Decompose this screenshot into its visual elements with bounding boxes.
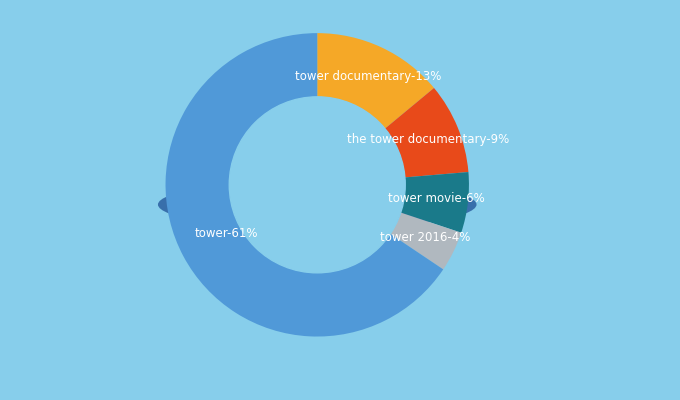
Circle shape <box>229 97 405 273</box>
Text: tower 2016-4%: tower 2016-4% <box>379 231 470 244</box>
Wedge shape <box>318 33 434 129</box>
Text: tower movie-6%: tower movie-6% <box>388 192 485 206</box>
Text: tower documentary-13%: tower documentary-13% <box>295 70 441 83</box>
Text: the tower documentary-9%: the tower documentary-9% <box>347 133 509 146</box>
Wedge shape <box>385 88 469 178</box>
Wedge shape <box>390 212 461 269</box>
Wedge shape <box>401 172 469 233</box>
Text: tower-61%: tower-61% <box>194 227 258 240</box>
Ellipse shape <box>158 180 477 229</box>
Wedge shape <box>165 33 443 336</box>
